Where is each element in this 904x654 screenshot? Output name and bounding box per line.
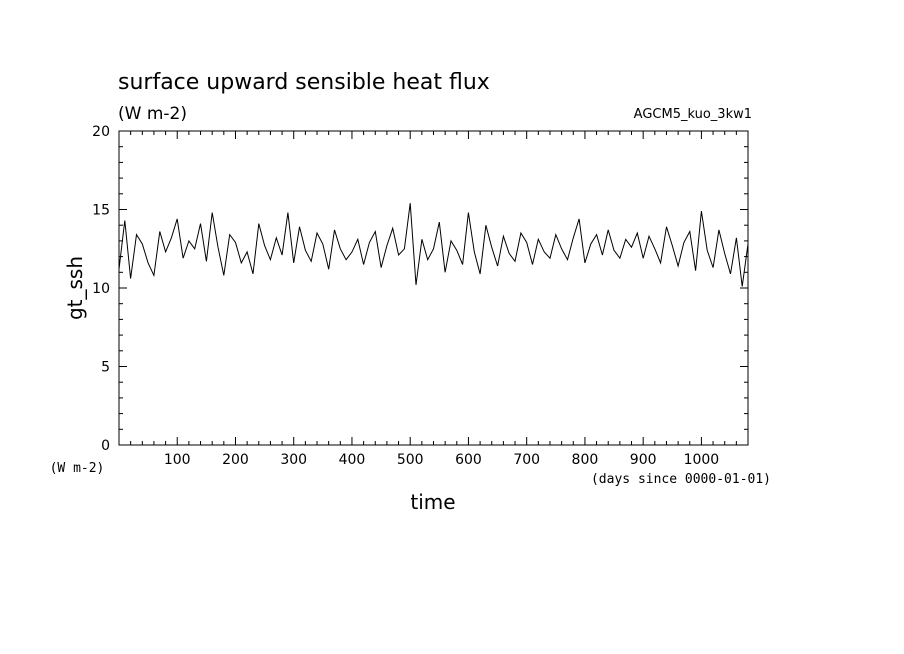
plot-frame bbox=[118, 130, 749, 446]
x-tick-label: 200 bbox=[222, 452, 249, 468]
x-tick-label: 700 bbox=[513, 452, 540, 468]
x-tick-label: 800 bbox=[572, 452, 599, 468]
x-tick-label: 300 bbox=[280, 452, 307, 468]
y-tick-label: 15 bbox=[92, 203, 110, 219]
x-tick-label: 400 bbox=[339, 452, 366, 468]
y-tick-label: 5 bbox=[101, 360, 110, 376]
x-tick-label: 900 bbox=[630, 452, 657, 468]
x-tick-label: 600 bbox=[455, 452, 482, 468]
y-tick-label: 0 bbox=[101, 438, 110, 454]
y-tick-label: 10 bbox=[92, 281, 110, 297]
run-label: AGCM5_kuo_3kw1 bbox=[634, 107, 752, 122]
y-axis-units: (W m-2) bbox=[50, 461, 105, 476]
x-axis-units: (days since 0000-01-01) bbox=[591, 472, 771, 487]
chart-units: (W m-2) bbox=[118, 104, 187, 124]
y-axis-title: gt_ssh bbox=[63, 256, 87, 320]
x-tick-labels: 100 200 300 400 500 600 700 800 900 1000 bbox=[164, 452, 719, 468]
y-tick-label: 20 bbox=[92, 124, 110, 140]
chart-title: surface upward sensible heat flux bbox=[118, 70, 490, 95]
x-tick-label: 500 bbox=[397, 452, 424, 468]
x-axis-title: time bbox=[410, 490, 455, 514]
x-tick-label: 100 bbox=[164, 452, 191, 468]
y-tick-labels: 0 5 10 15 20 bbox=[92, 124, 110, 454]
x-tick-label: 1000 bbox=[684, 452, 720, 468]
series-line bbox=[118, 203, 749, 287]
axis-ticks bbox=[119, 131, 748, 445]
